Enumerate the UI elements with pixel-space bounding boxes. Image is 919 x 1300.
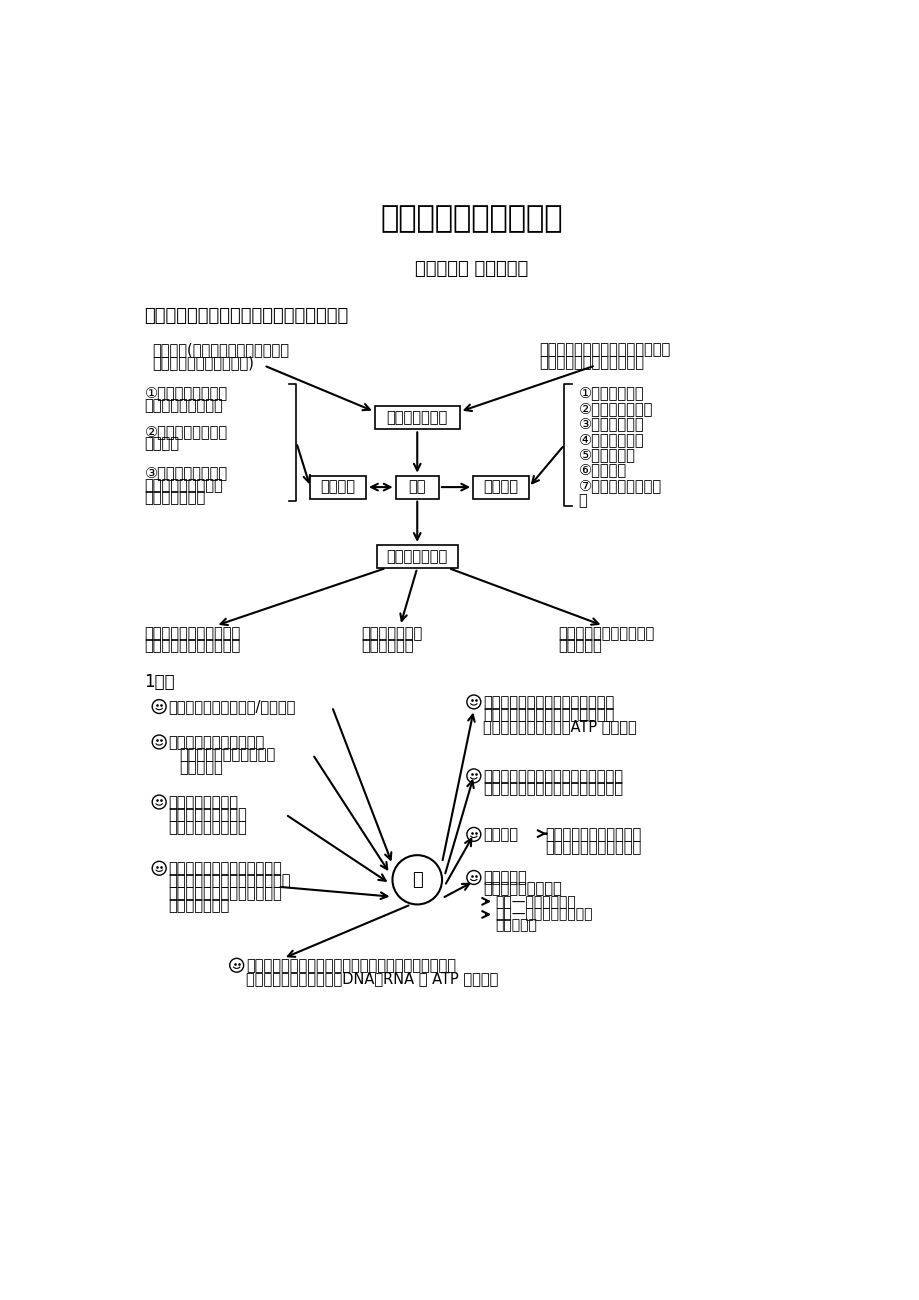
- FancyBboxPatch shape: [472, 476, 528, 499]
- Text: ②植物体细胞杂交: ②植物体细胞杂交: [578, 400, 652, 416]
- Text: 调节体温）: 调节体温）: [179, 759, 222, 775]
- Text: 害微生物污染）: 害微生物污染）: [168, 898, 230, 914]
- Text: 较: 较: [578, 493, 586, 508]
- Text: 体温调节：: 体温调节：: [482, 871, 527, 885]
- FancyBboxPatch shape: [374, 406, 460, 429]
- Text: 水的平衡: 水的平衡: [482, 827, 517, 842]
- Text: 高中生物知识网络体系: 高中生物知识网络体系: [380, 204, 562, 233]
- Text: 饮水、食物、代谢产生水: 饮水、食物、代谢产生水: [545, 827, 641, 842]
- Text: 水、生活污水引起的富营养化、: 水、生活污水引起的富营养化、: [168, 874, 290, 889]
- Text: 代谢产生的水（光合作用暗反应，有氧呼吸第三阶段，: 代谢产生的水（光合作用暗反应，有氧呼吸第三阶段，: [245, 958, 456, 974]
- Text: 水的存在形式（自由水/结合水）: 水的存在形式（自由水/结合水）: [168, 699, 296, 715]
- Text: 产热—内脏和骨骼肌: 产热—内脏和骨骼肌: [495, 896, 575, 909]
- Text: 化合物（水、无机盐、蛋白质、糖: 化合物（水、无机盐、蛋白质、糖: [539, 342, 670, 358]
- Text: 胞及非细胞结构比较: 胞及非细胞结构比较: [144, 398, 223, 413]
- Text: 散热—皮下毛细血管辐射: 散热—皮下毛细血管辐射: [495, 907, 593, 922]
- Text: 细胞结构: 细胞结构: [321, 480, 356, 494]
- Text: 纤维素、淀粉、蛋白质、DNA、RNA 及 ATP 的合成）: 纤维素、淀粉、蛋白质、DNA、RNA 及 ATP 的合成）: [245, 971, 498, 985]
- Text: 平顶山四中 刘超伟整理: 平顶山四中 刘超伟整理: [414, 260, 528, 278]
- Text: ③线粒体、叶绿体的: ③线粒体、叶绿体的: [144, 465, 227, 481]
- Text: 能及联系: 能及联系: [144, 437, 179, 451]
- Text: 一、生命的物质基础、结构基础、细胞工程: 一、生命的物质基础、结构基础、细胞工程: [144, 307, 348, 325]
- Text: ④动物细胞融合: ④动物细胞融合: [578, 432, 643, 447]
- Text: 1．水: 1．水: [144, 673, 175, 692]
- Text: 细胞工程: 细胞工程: [482, 480, 518, 494]
- Text: 和汗液蒸发: 和汗液蒸发: [495, 918, 537, 932]
- Text: 核酸分解为基本单位，ATP 的水解）: 核酸分解为基本单位，ATP 的水解）: [482, 720, 636, 734]
- Text: 细胞: 细胞: [408, 480, 425, 494]
- Text: 结构、功能比较及其: 结构、功能比较及其: [144, 478, 223, 493]
- FancyBboxPatch shape: [376, 545, 458, 568]
- Text: 丝分裂及减数分裂比较）: 丝分裂及减数分裂比较）: [144, 638, 241, 653]
- Text: 和原理、运输、利用、散失、应用）: 和原理、运输、利用、散失、应用）: [482, 781, 622, 796]
- Text: 水的作用（溶剂、运输、: 水的作用（溶剂、运输、: [168, 734, 265, 750]
- Text: 细胞增殖、分化: 细胞增殖、分化: [386, 549, 448, 564]
- Text: 细胞衰老（主要: 细胞衰老（主要: [361, 625, 422, 641]
- Text: ⑥胚胎移植: ⑥胚胎移植: [578, 463, 626, 477]
- Text: 他细胞器的功能: 他细胞器的功能: [144, 490, 206, 506]
- Text: 水污染（农药、化肥、工业废: 水污染（农药、化肥、工业废: [168, 862, 282, 876]
- Text: ⑦动植物细胞工程比: ⑦动植物细胞工程比: [578, 478, 661, 493]
- Text: 类、脂质、维生素、核酸）: 类、脂质、维生素、核酸）: [539, 355, 644, 369]
- Text: 致癌因子）: 致癌因子）: [558, 638, 601, 653]
- FancyBboxPatch shape: [310, 476, 366, 499]
- Text: ③动物细胞培养: ③动物细胞培养: [578, 416, 643, 432]
- Text: 细胞分裂（有丝分裂、无: 细胞分裂（有丝分裂、无: [144, 625, 241, 641]
- Text: ②生物膜的结构、功: ②生物膜的结构、功: [144, 424, 227, 439]
- Text: 下丘脑体温调节中枢: 下丘脑体温调节中枢: [482, 881, 562, 896]
- Text: 水: 水: [412, 871, 422, 889]
- Text: 大量元素、微量元素比较): 大量元素、微量元素比较): [152, 355, 254, 369]
- Text: 泌尿、排汗、呼吸、粪便: 泌尿、排汗、呼吸、粪便: [545, 840, 641, 855]
- Text: ①原核细胞、真核细: ①原核细胞、真核细: [144, 386, 227, 400]
- Text: 特征、原因）: 特征、原因）: [361, 638, 414, 653]
- Text: 化学元素(最基本元素、基本元素、: 化学元素(最基本元素、基本元素、: [152, 342, 289, 358]
- Text: 代谢消耗的水（光反应，有氧呼吸: 代谢消耗的水（光反应，有氧呼吸: [482, 696, 614, 710]
- Text: 重金属污染、有机物污染、有: 重金属污染、有机物污染、有: [168, 887, 282, 901]
- Text: ①植物组织培养: ①植物组织培养: [578, 386, 643, 400]
- Text: 水分代谢（动植物对水分的吸收方式: 水分代谢（动植物对水分的吸收方式: [482, 768, 622, 784]
- Text: 原料、成分、维持形态、: 原料、成分、维持形态、: [179, 747, 276, 762]
- Text: 水对动植物的影响: 水对动植物的影响: [168, 796, 238, 810]
- Text: 习性、形态、呼吸）: 习性、形态、呼吸）: [168, 820, 247, 835]
- Text: 第二阶段，糖元、淀粉、蛋白质、: 第二阶段，糖元、淀粉、蛋白质、: [482, 707, 614, 723]
- Text: （生存、分布、生活: （生存、分布、生活: [168, 807, 247, 823]
- Text: 细胞癌变（癌细胞特点、: 细胞癌变（癌细胞特点、: [558, 625, 653, 641]
- Text: ⑤单克隆抗体: ⑤单克隆抗体: [578, 447, 635, 462]
- FancyBboxPatch shape: [395, 476, 438, 499]
- Text: 细胞的物质基础: 细胞的物质基础: [386, 411, 448, 425]
